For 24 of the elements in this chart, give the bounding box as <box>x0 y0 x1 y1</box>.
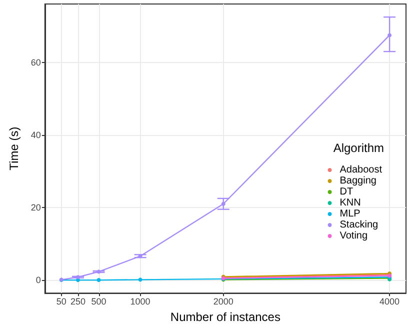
y-tick-label: 40 <box>30 130 41 140</box>
legend-title: Algorithm <box>333 141 384 155</box>
legend-label: Adaboost <box>340 164 382 176</box>
legend-label: Bagging <box>340 176 376 186</box>
x-tick-label: 250 <box>70 296 86 307</box>
legend-label: MLP <box>340 208 361 220</box>
legend-label: DT <box>340 186 354 198</box>
point <box>96 278 101 282</box>
y-tick-label: 60 <box>30 57 41 68</box>
x-tick-label: 2000 <box>213 296 234 307</box>
x-tick-label: 4000 <box>380 296 400 307</box>
x-tick-label: 50 <box>56 296 66 307</box>
x-tick-label: 1000 <box>130 296 150 307</box>
x-axis-title: Number of instances <box>170 310 280 324</box>
y-tick-label: 0 <box>36 275 41 286</box>
y-tick-label: 20 <box>30 202 41 212</box>
point <box>388 33 392 38</box>
legend-label: Stacking <box>340 220 378 230</box>
point <box>138 278 142 282</box>
x-tick-label: 500 <box>91 296 106 307</box>
legend-label: Voting <box>340 230 368 242</box>
point <box>221 202 226 206</box>
legend-label: KNN <box>340 198 361 208</box>
y-axis-title: Time (s) <box>7 126 21 170</box>
